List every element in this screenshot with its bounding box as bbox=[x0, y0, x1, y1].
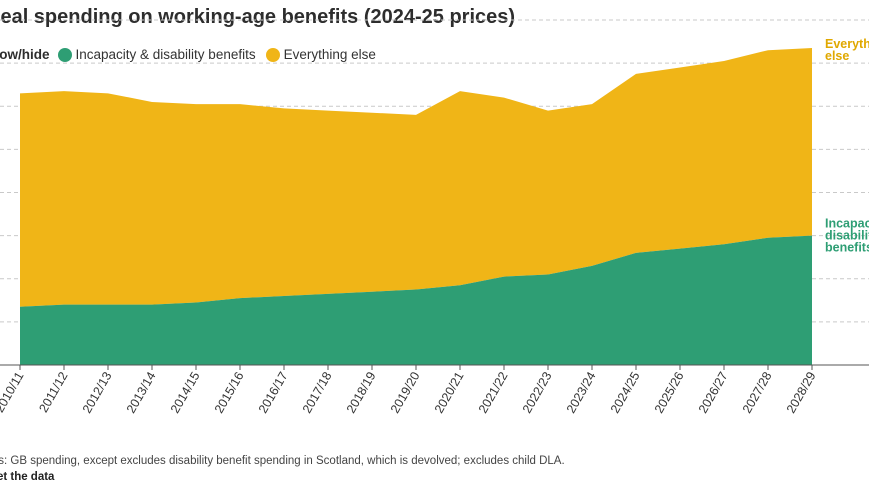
show-hide-label[interactable]: Show/hide bbox=[0, 47, 50, 62]
series-end-label: Incapacity & bbox=[825, 217, 869, 231]
x-tick-label: 2027/28 bbox=[740, 369, 775, 415]
legend: Show/hide Incapacity & disability benefi… bbox=[0, 47, 386, 62]
footnote: Notes: GB spending, except excludes disa… bbox=[0, 455, 565, 467]
x-tick-label: 2016/17 bbox=[256, 369, 291, 415]
x-tick-label: 2026/27 bbox=[696, 369, 731, 415]
legend-item-everything-else[interactable]: Everything else bbox=[265, 47, 376, 62]
x-tick-label: 2014/15 bbox=[168, 369, 203, 415]
legend-dot-icon bbox=[265, 47, 280, 62]
x-tick-label: 2020/21 bbox=[432, 369, 467, 415]
x-tick-label: 2017/18 bbox=[300, 369, 335, 415]
area-incapacity-disability bbox=[20, 235, 812, 365]
x-tick-label: 2023/24 bbox=[564, 369, 599, 415]
x-tick-label: 2025/26 bbox=[652, 369, 687, 415]
x-tick-label: 2010/11 bbox=[0, 369, 27, 414]
x-tick-label: 2022/23 bbox=[520, 369, 555, 415]
legend-label: Incapacity & disability benefits bbox=[75, 47, 256, 62]
legend-label: Everything else bbox=[283, 47, 376, 62]
x-tick-label: 2011/12 bbox=[36, 369, 70, 414]
series-end-label: Everything bbox=[825, 37, 869, 51]
x-tick-label: 2024/25 bbox=[608, 369, 643, 415]
series-end-label: disability bbox=[825, 229, 869, 243]
x-tick-label: 2012/13 bbox=[80, 369, 115, 415]
x-tick-label: 2015/16 bbox=[212, 369, 247, 415]
x-tick-label: 2013/14 bbox=[124, 369, 159, 415]
series-end-label: benefits bbox=[825, 241, 869, 255]
get-data-link[interactable]: Get the data bbox=[0, 471, 55, 483]
x-tick-label: 2021/22 bbox=[476, 369, 511, 415]
series-end-label: else bbox=[825, 49, 849, 63]
x-tick-label: 2019/20 bbox=[388, 369, 423, 415]
legend-item-incapacity[interactable]: Incapacity & disability benefits bbox=[57, 47, 256, 62]
area-everything-else bbox=[20, 48, 812, 307]
x-tick-label: 2028/29 bbox=[784, 369, 819, 415]
chart-title: Real spending on working-age benefits (2… bbox=[0, 6, 516, 28]
x-tick-label: 2018/19 bbox=[344, 369, 379, 415]
legend-dot-icon bbox=[57, 47, 72, 62]
